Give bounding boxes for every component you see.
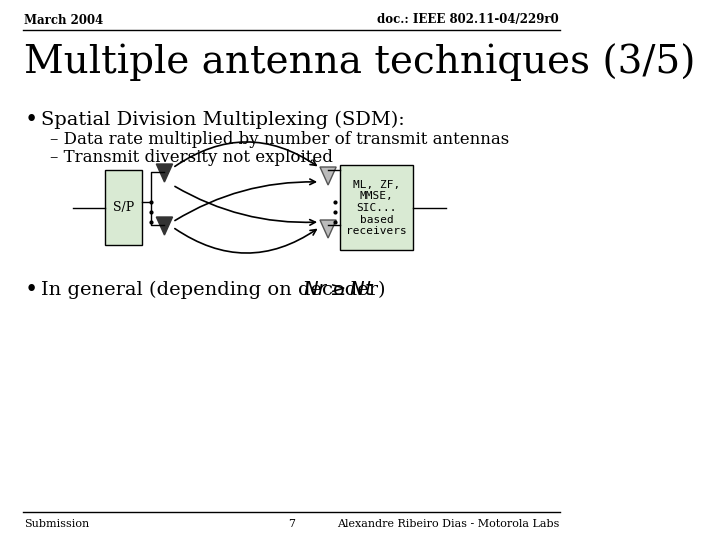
Polygon shape bbox=[320, 220, 336, 238]
Text: 7: 7 bbox=[288, 519, 295, 529]
Text: doc.: IEEE 802.11-04/229r0: doc.: IEEE 802.11-04/229r0 bbox=[377, 14, 559, 26]
Text: Alexandre Ribeiro Dias - Motorola Labs: Alexandre Ribeiro Dias - Motorola Labs bbox=[336, 519, 559, 529]
FancyBboxPatch shape bbox=[105, 170, 142, 245]
FancyBboxPatch shape bbox=[341, 165, 413, 250]
Text: Multiple antenna techniques (3/5): Multiple antenna techniques (3/5) bbox=[24, 43, 696, 81]
Polygon shape bbox=[320, 167, 336, 185]
Text: •: • bbox=[24, 279, 37, 301]
Polygon shape bbox=[156, 164, 173, 182]
Polygon shape bbox=[156, 217, 173, 235]
Text: Submission: Submission bbox=[24, 519, 89, 529]
Text: •: • bbox=[24, 109, 37, 131]
Text: S/P: S/P bbox=[112, 201, 134, 214]
Text: Spatial Division Multiplexing (SDM):: Spatial Division Multiplexing (SDM): bbox=[40, 111, 404, 129]
Text: March 2004: March 2004 bbox=[24, 14, 104, 26]
Text: ML, ZF,
MMSE,
SIC...
based
receivers: ML, ZF, MMSE, SIC... based receivers bbox=[346, 180, 407, 236]
Text: – Data rate multiplied by number of transmit antennas: – Data rate multiplied by number of tran… bbox=[50, 132, 510, 148]
Text: In general (depending on decoder): In general (depending on decoder) bbox=[40, 281, 391, 299]
Text: $Nr \geq Nt$: $Nr \geq Nt$ bbox=[303, 281, 374, 299]
Text: – Transmit diversity not exploited: – Transmit diversity not exploited bbox=[50, 148, 333, 165]
